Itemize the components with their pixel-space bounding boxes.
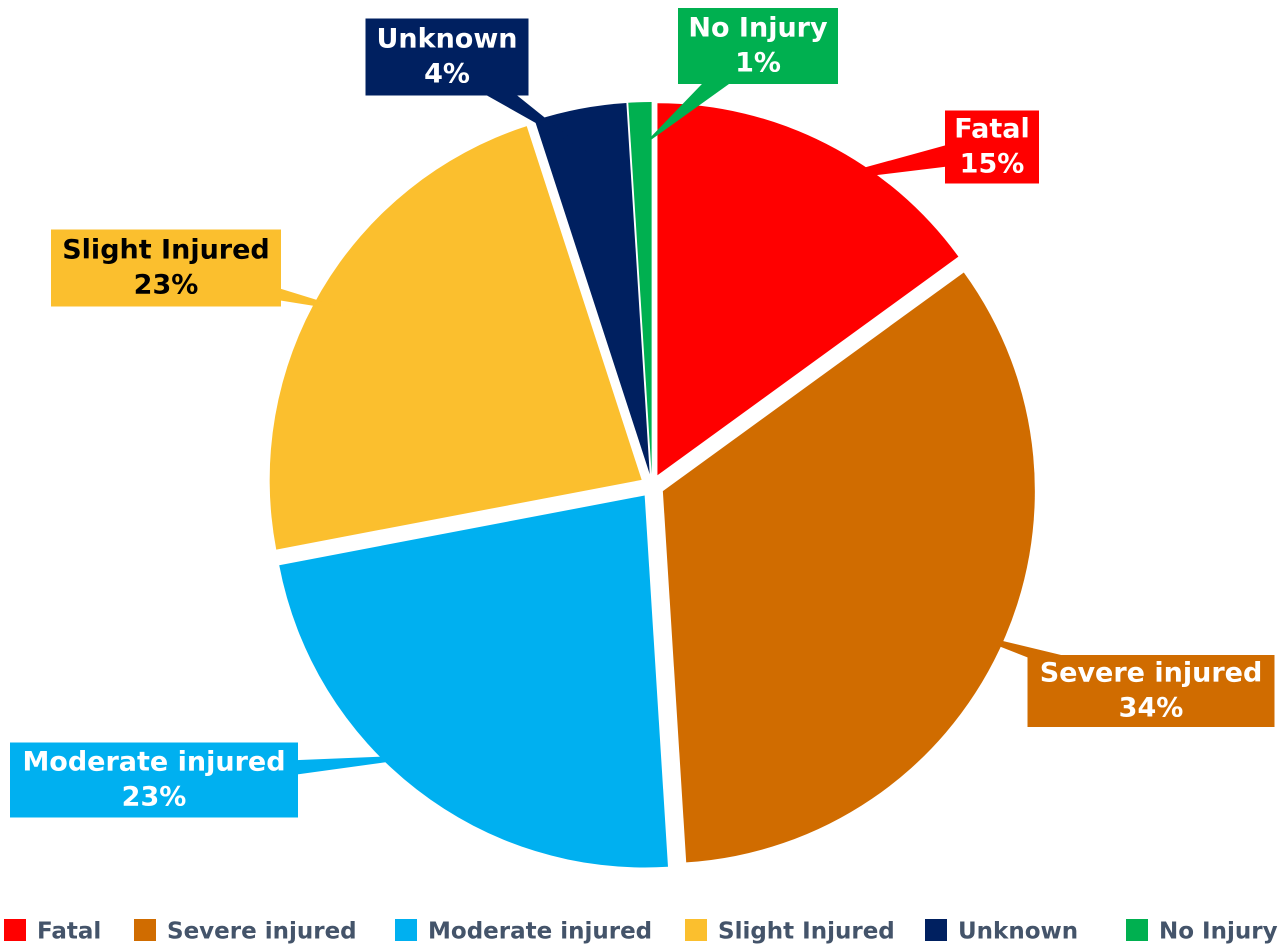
label-name: Severe injured <box>1040 658 1263 689</box>
label-value: 15% <box>960 149 1025 180</box>
legend-label: Moderate injured <box>428 919 652 945</box>
legend-swatch <box>925 919 947 941</box>
label-name: Unknown <box>376 24 517 55</box>
pie-slice <box>269 126 642 550</box>
label-box <box>678 8 838 84</box>
legend-swatch <box>1126 919 1148 941</box>
label-name: Slight Injured <box>62 235 270 266</box>
label-name: Fatal <box>954 114 1029 145</box>
label-box <box>51 229 281 307</box>
legend-label: Severe injured <box>167 919 357 945</box>
pie-slice <box>628 102 652 475</box>
legend-label: Fatal <box>37 919 101 945</box>
label-value: 4% <box>424 59 470 90</box>
legend-swatch <box>134 919 156 941</box>
label-box <box>10 742 298 818</box>
legend-swatch <box>4 919 26 941</box>
label-box <box>1027 655 1275 727</box>
pie-slice <box>279 495 669 868</box>
pie-slice <box>534 102 650 475</box>
label-value: 34% <box>1119 693 1184 724</box>
label-box <box>945 110 1039 184</box>
label-box <box>365 18 529 96</box>
pie-slice <box>657 103 959 476</box>
legend-label: Unknown <box>958 919 1078 945</box>
label-value: 23% <box>122 782 187 813</box>
label-name: No Injury <box>688 13 828 44</box>
pie-slice <box>662 272 1035 863</box>
legend-label: Slight Injured <box>718 919 895 945</box>
label-value: 1% <box>735 48 781 79</box>
legend-swatch <box>685 919 707 941</box>
legend-label: No Injury <box>1159 919 1278 945</box>
label-value: 23% <box>134 270 199 301</box>
label-name: Moderate injured <box>22 747 285 778</box>
legend-swatch <box>395 919 417 941</box>
